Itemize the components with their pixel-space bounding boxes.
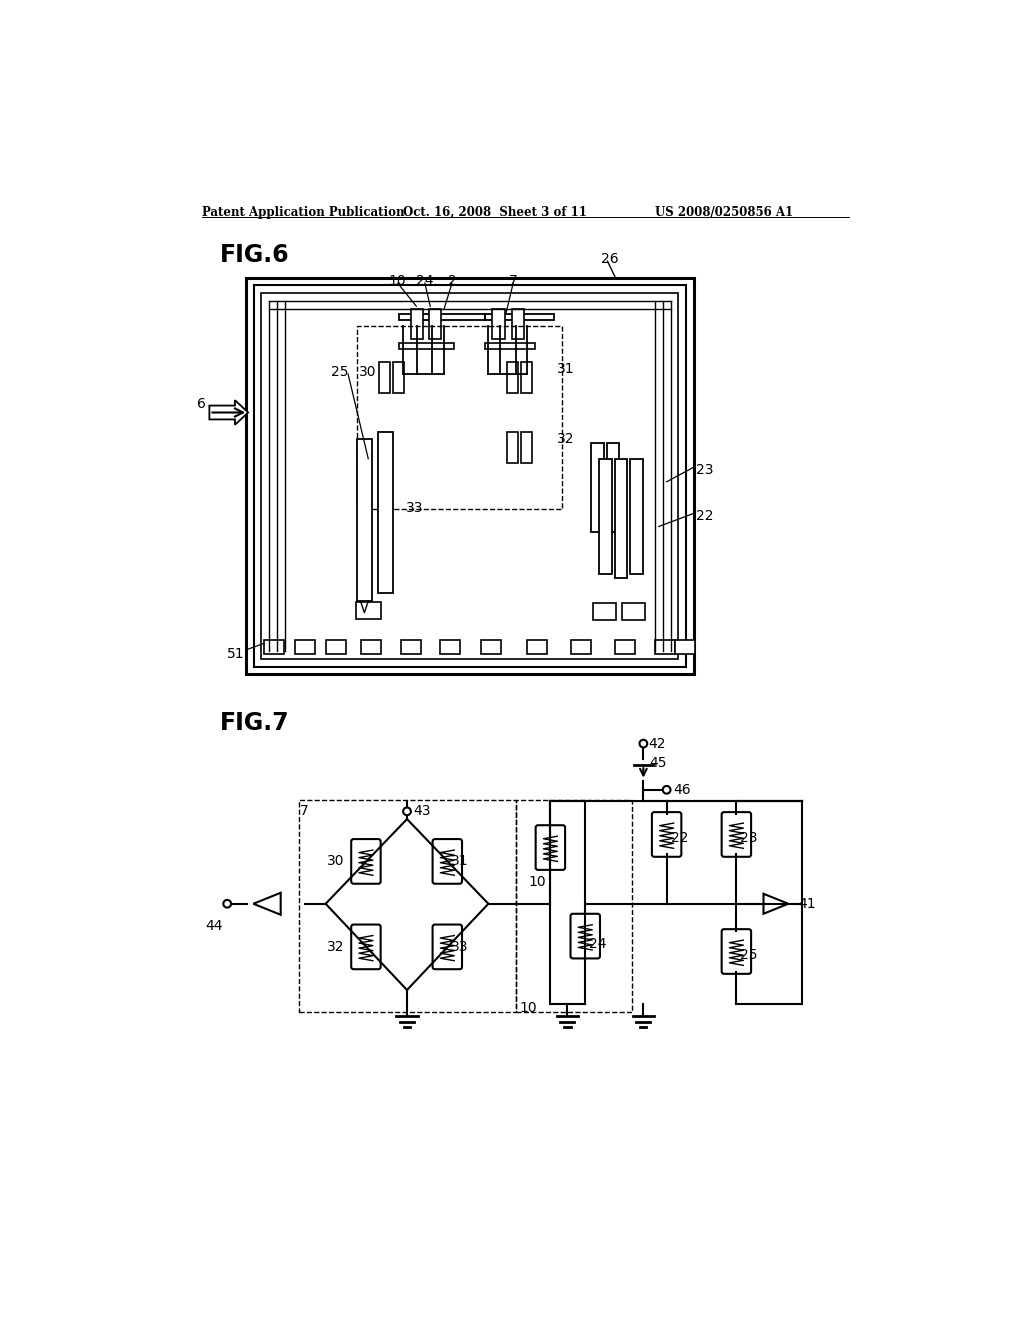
Circle shape (223, 900, 231, 908)
Bar (378, 432, 393, 594)
Bar (527, 640, 547, 653)
Bar (507, 432, 518, 462)
Bar (356, 440, 372, 601)
FancyBboxPatch shape (351, 924, 381, 969)
Text: 2: 2 (447, 275, 457, 288)
Text: Patent Application Publication: Patent Application Publication (202, 206, 404, 219)
Text: 33: 33 (406, 502, 424, 515)
Text: 31: 31 (452, 854, 469, 869)
Text: 10: 10 (528, 875, 547, 888)
Bar (360, 640, 381, 653)
Bar (484, 314, 554, 321)
Bar (607, 444, 620, 532)
Bar (521, 363, 531, 393)
Bar (571, 640, 592, 653)
FancyBboxPatch shape (722, 812, 751, 857)
Text: 10: 10 (389, 275, 407, 288)
Text: 7: 7 (509, 275, 517, 288)
Bar (393, 363, 403, 393)
FancyBboxPatch shape (570, 913, 600, 958)
Text: 6: 6 (197, 397, 206, 411)
Bar (261, 293, 678, 659)
Bar (593, 603, 616, 620)
Text: 32: 32 (557, 432, 574, 446)
Circle shape (640, 739, 647, 747)
Circle shape (403, 808, 411, 816)
Bar (614, 459, 627, 578)
Bar (429, 309, 441, 339)
Text: 26: 26 (601, 252, 618, 267)
Bar (246, 277, 693, 675)
FancyBboxPatch shape (432, 840, 462, 884)
Text: 30: 30 (359, 364, 377, 379)
Bar (622, 603, 645, 620)
Bar (515, 800, 632, 1011)
Bar (655, 640, 675, 653)
Text: 7: 7 (300, 804, 309, 817)
Polygon shape (209, 400, 248, 425)
Bar (614, 640, 635, 653)
Bar (356, 326, 562, 508)
Text: 41: 41 (799, 896, 816, 911)
Bar (675, 640, 695, 653)
Text: 43: 43 (414, 804, 431, 818)
Bar (439, 640, 460, 653)
Text: 23: 23 (696, 462, 714, 477)
FancyBboxPatch shape (432, 924, 462, 969)
Text: 51: 51 (226, 647, 245, 661)
Text: 45: 45 (649, 756, 667, 770)
FancyBboxPatch shape (351, 840, 381, 884)
Circle shape (663, 785, 671, 793)
Bar (599, 459, 611, 574)
Text: 30: 30 (327, 854, 344, 869)
Bar (507, 363, 518, 393)
Bar (480, 640, 501, 653)
Text: US 2008/0250856 A1: US 2008/0250856 A1 (655, 206, 794, 219)
Text: 44: 44 (205, 919, 222, 933)
Bar (411, 309, 423, 339)
Text: 25: 25 (331, 364, 348, 379)
Polygon shape (764, 894, 788, 913)
Text: 46: 46 (673, 783, 690, 797)
Text: 42: 42 (649, 737, 667, 751)
FancyBboxPatch shape (536, 825, 565, 870)
Text: 22: 22 (696, 508, 714, 523)
Bar (484, 343, 535, 350)
Bar (521, 432, 531, 462)
Text: Oct. 16, 2008  Sheet 3 of 11: Oct. 16, 2008 Sheet 3 of 11 (403, 206, 587, 219)
FancyBboxPatch shape (722, 929, 751, 974)
Bar (592, 444, 604, 532)
Bar (399, 343, 454, 350)
Bar (512, 309, 524, 339)
Text: 33: 33 (452, 940, 469, 954)
Text: FIG.7: FIG.7 (219, 711, 289, 735)
Bar (299, 800, 515, 1011)
Bar (295, 640, 314, 653)
Bar (379, 363, 390, 393)
Text: FIG.6: FIG.6 (219, 243, 289, 267)
Bar (356, 602, 381, 619)
Text: 31: 31 (557, 363, 574, 376)
Text: 23: 23 (740, 832, 758, 845)
Text: 24: 24 (416, 275, 433, 288)
Bar (493, 309, 505, 339)
Bar (399, 314, 484, 321)
Text: 10: 10 (519, 1002, 537, 1015)
Bar (254, 285, 686, 667)
FancyBboxPatch shape (652, 812, 681, 857)
Text: 22: 22 (671, 832, 688, 845)
Bar (263, 640, 284, 653)
Bar (630, 459, 643, 574)
Bar (326, 640, 346, 653)
Text: 32: 32 (327, 940, 344, 954)
Polygon shape (253, 892, 281, 915)
Text: 24: 24 (589, 937, 606, 950)
Text: 25: 25 (740, 948, 758, 962)
Bar (400, 640, 421, 653)
